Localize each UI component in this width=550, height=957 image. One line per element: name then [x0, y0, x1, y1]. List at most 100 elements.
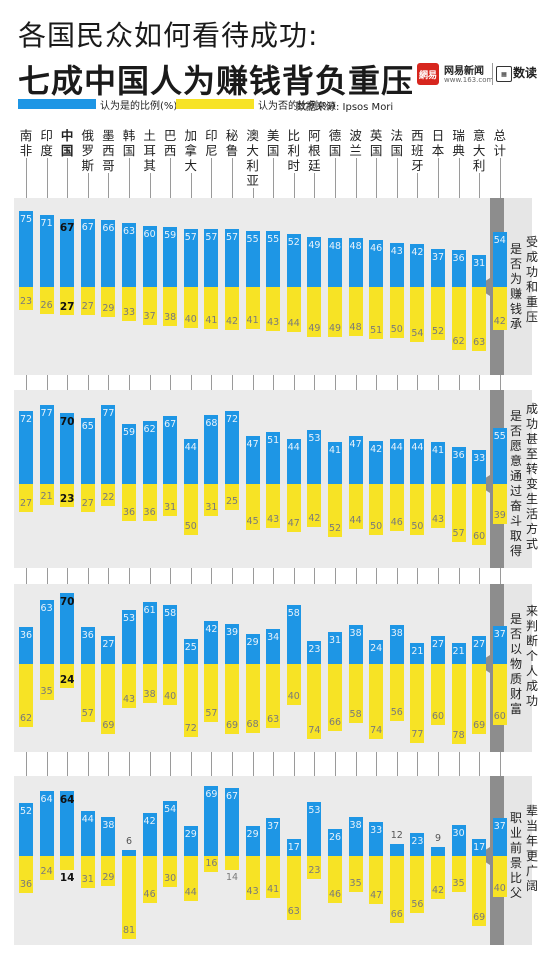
data-label-yes: 58 — [287, 607, 300, 619]
data-label-no: 49 — [308, 322, 321, 334]
data-label-no: 50 — [370, 521, 383, 532]
question-text-column: 成 功 甚 至 转 变 生 活 方 式 — [525, 401, 538, 551]
bar-no — [266, 856, 281, 898]
data-label-yes: 57 — [205, 231, 218, 243]
data-label-yes: 41 — [328, 445, 342, 457]
data-label-no: 68 — [246, 719, 259, 731]
bar-yes — [101, 636, 116, 664]
data-label-yes: 63 — [40, 602, 53, 614]
data-label-no: 60 — [473, 531, 486, 543]
bar-yes — [307, 640, 322, 664]
bar-yes — [204, 785, 219, 856]
data-label-yes: 42 — [143, 816, 156, 828]
bar-no — [19, 484, 33, 512]
bar-yes — [266, 431, 281, 484]
data-icon: ▦ — [496, 66, 512, 82]
data-label-yes: 38 — [349, 628, 362, 640]
data-label-yes: 58 — [164, 607, 177, 619]
data-label-yes: 69 — [205, 788, 218, 800]
data-label-yes: 75 — [19, 213, 33, 225]
data-label-no: 43 — [431, 513, 445, 525]
question-text-column: 是 否 愿 意 通 过 奋 斗 取 得 — [509, 409, 522, 558]
data-label-no: 47 — [370, 889, 383, 901]
data-label-no: 35 — [452, 877, 465, 889]
legend-yes: 认为是的比例(%) — [18, 98, 177, 112]
category-label: 总 计 — [489, 128, 510, 158]
data-label-yes: 21 — [452, 645, 465, 657]
bar-yes — [225, 410, 239, 484]
bar-no — [142, 484, 157, 521]
data-label-no: 42 — [308, 512, 321, 524]
bar-no — [492, 484, 507, 524]
data-label-yes: 72 — [19, 413, 33, 425]
bar-no — [348, 484, 363, 529]
data-label-yes: 53 — [308, 804, 321, 816]
data-label-no: 31 — [81, 873, 94, 885]
data-label-no: 31 — [164, 501, 177, 513]
bar-yes — [431, 846, 445, 856]
data-label-yes: 23 — [411, 835, 424, 847]
bar-no — [204, 664, 219, 723]
data-label-no: 31 — [205, 501, 218, 513]
data-label-yes: 67 — [164, 418, 177, 430]
bar-no — [451, 484, 466, 543]
bar-yes — [328, 238, 342, 287]
data-label-no: 81 — [122, 924, 136, 936]
data-label-yes: 6 — [125, 835, 133, 847]
data-label-no: 14 — [225, 872, 239, 884]
data-label-no: 40 — [164, 690, 177, 702]
bar-no — [101, 856, 116, 886]
bar-no — [348, 856, 363, 892]
data-label-no: 39 — [493, 509, 506, 521]
bar-yes — [472, 450, 487, 484]
data-label-no: 42 — [225, 315, 239, 327]
bar-no — [19, 664, 33, 728]
bar-yes — [389, 843, 404, 856]
bar-no — [39, 856, 54, 881]
data-label-yes: 65 — [81, 420, 94, 432]
data-label-no: 69 — [225, 720, 239, 732]
data-label-no: 29 — [102, 302, 115, 314]
data-label-no: 33 — [122, 306, 136, 318]
data-label-no: 27 — [19, 497, 33, 509]
bar-yes — [183, 826, 198, 856]
data-label-no: 22 — [102, 492, 115, 504]
category-label: 秘 鲁 — [222, 128, 242, 158]
data-label-yes: 41 — [431, 445, 445, 457]
data-label-yes: 21 — [411, 645, 424, 657]
data-label-no: 27 — [59, 300, 75, 313]
legend-no: 认为否的比例(%) — [176, 98, 335, 112]
data-label-no: 50 — [390, 324, 403, 335]
data-label-yes: 62 — [143, 423, 156, 435]
bar-yes — [204, 228, 219, 287]
bar-yes — [19, 410, 33, 484]
bar-yes — [492, 427, 507, 484]
data-label-yes: 38 — [349, 820, 362, 832]
data-label-yes: 44 — [411, 442, 424, 454]
bar-yes — [369, 822, 384, 856]
bar-yes — [286, 838, 301, 856]
bar-no — [163, 664, 178, 705]
bar-no — [19, 287, 33, 311]
bar-no — [183, 664, 198, 738]
bar-yes — [39, 790, 54, 856]
data-label-yes: 37 — [267, 821, 280, 833]
data-label-no: 63 — [267, 714, 280, 726]
question-text-column: 辈 当 年 更 广 阔 — [525, 803, 538, 893]
bar-no — [122, 484, 136, 521]
bar-no — [204, 856, 219, 873]
bar-no — [39, 287, 54, 314]
data-label-yes: 30 — [452, 828, 465, 840]
bar-yes — [431, 636, 445, 664]
bar-no — [163, 856, 178, 887]
category-label: 瑞 典 — [448, 128, 469, 158]
data-label-yes: 49 — [308, 240, 321, 252]
bar-no — [307, 664, 322, 740]
bar-yes — [225, 624, 239, 664]
bar-yes — [307, 801, 322, 856]
bar-yes — [39, 599, 54, 664]
bar-no — [101, 664, 116, 735]
question-text-column: 是 否 以 物 质 财 富 — [509, 611, 522, 716]
data-label-yes: 57 — [184, 231, 197, 243]
bar-yes — [286, 604, 301, 664]
